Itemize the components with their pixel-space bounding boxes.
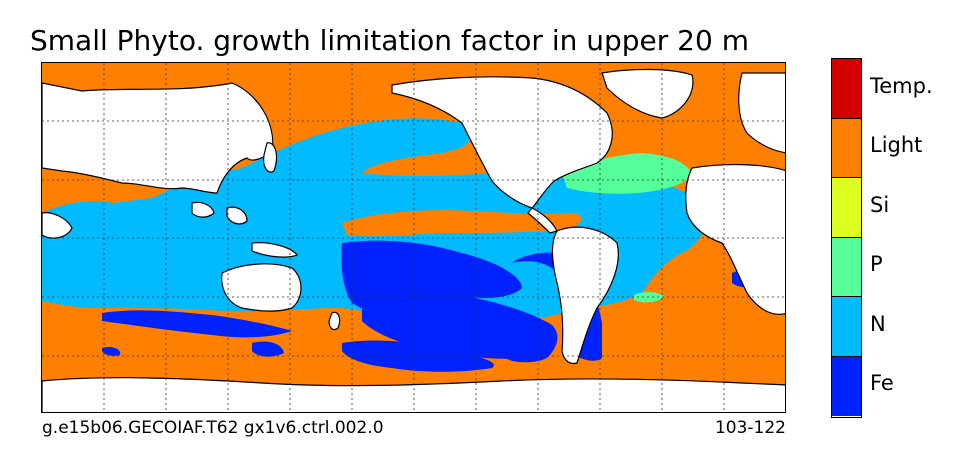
colorbar-swatch-light xyxy=(832,118,861,178)
colorbar-swatch-p xyxy=(832,237,861,297)
colorbar-label-n: N xyxy=(870,311,886,336)
colorbar xyxy=(831,58,862,418)
colorbar-label-fe: Fe xyxy=(870,371,894,396)
run-id-label: g.e15b06.GECOIAF.T62 gx1v6.ctrl.002.0 xyxy=(42,418,384,438)
colorbar-swatch-si xyxy=(832,178,861,238)
colorbar-swatch-fe xyxy=(832,356,861,416)
map-title: Small Phyto. growth limitation factor in… xyxy=(30,24,749,57)
colorbar-swatch-temp xyxy=(832,59,861,119)
colorbar-label-temp: Temp. xyxy=(870,73,933,98)
land xyxy=(42,68,785,412)
colorbar-label-si: Si xyxy=(870,192,890,217)
colorbar-swatch-n xyxy=(832,297,861,357)
limitation-map xyxy=(41,62,786,413)
graticule xyxy=(42,63,785,412)
fe-limited-region xyxy=(341,240,558,363)
years-label: 103-122 xyxy=(714,418,786,438)
colorbar-label-light: Light xyxy=(870,133,923,158)
colorbar-label-p: P xyxy=(870,252,883,277)
